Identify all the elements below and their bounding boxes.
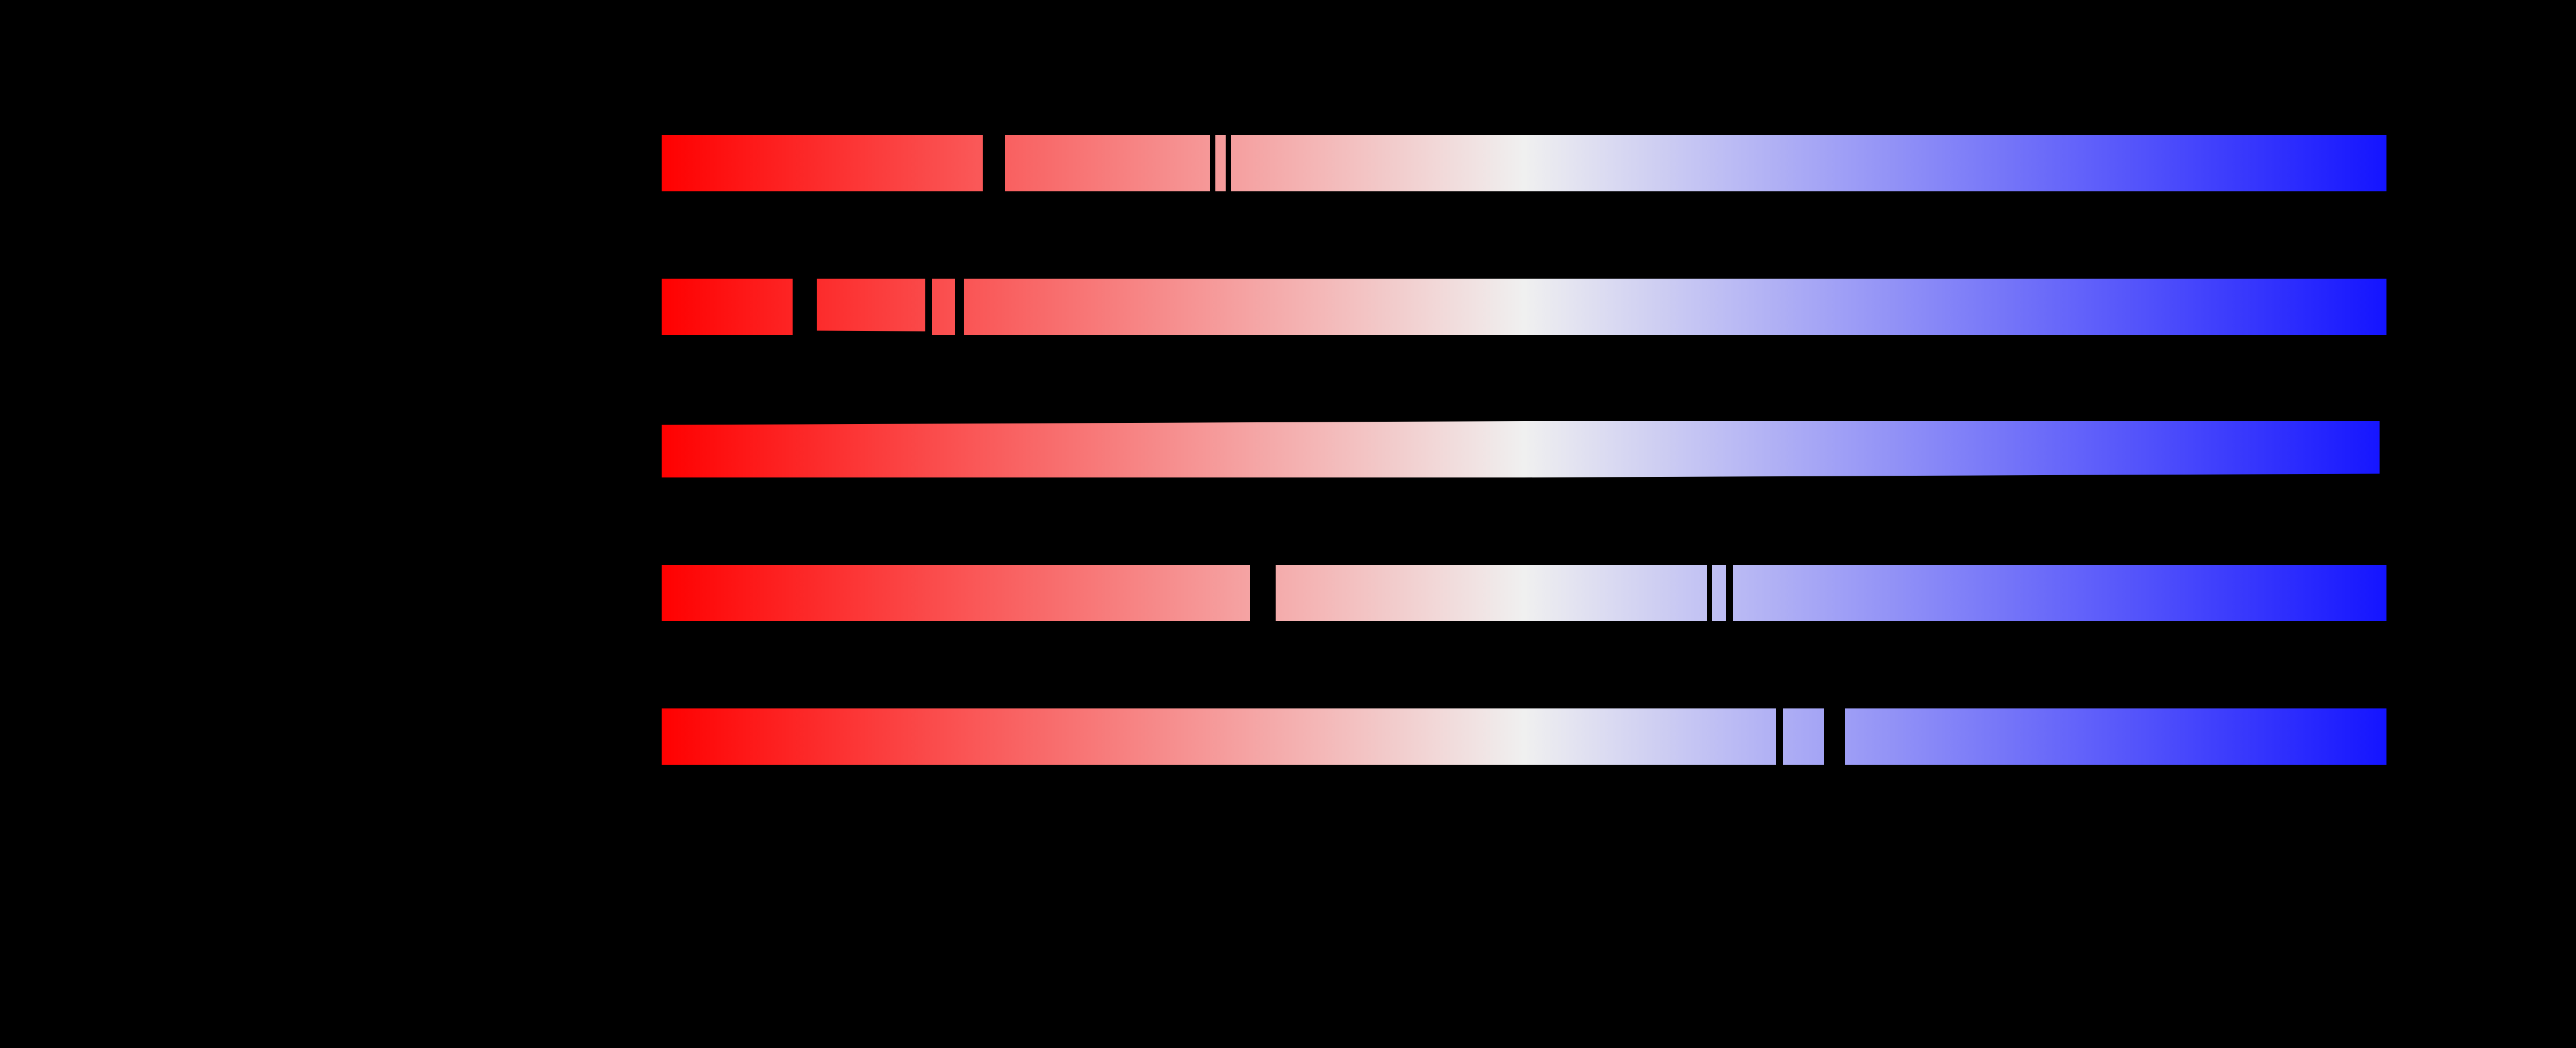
colorbar-gradient-fill (1005, 135, 1210, 191)
colorbar-gradient-fill (1276, 565, 1707, 621)
colorbar-gradient-fill (1712, 565, 1726, 621)
colorbar-gradient-fill (662, 135, 983, 191)
colorbar-gradient-fill (1732, 565, 2386, 621)
colorbar-row (662, 565, 2386, 621)
colorbar-gradient-fill (932, 279, 955, 335)
colorbar-segment (1230, 135, 2386, 191)
colorbar-gradient-fill (662, 708, 1776, 765)
colorbar-row (662, 421, 2386, 477)
colorbar-gradient-fill (662, 421, 2380, 477)
colorbar-gradient-fill (662, 565, 1250, 621)
colorbar-gradient-fill (662, 279, 793, 335)
colorbar-segment (1712, 565, 1726, 621)
colorbar-segment (662, 135, 983, 191)
colorbar-segment (662, 708, 1776, 765)
colorbar-segment (662, 565, 1250, 621)
colorbar-row (662, 279, 2386, 335)
colorbar-segment (1005, 135, 1210, 191)
colorbar-gradient-fill (817, 279, 926, 335)
colorbar-segment (1732, 565, 2386, 621)
colorbar-gradient-fill (1845, 708, 2386, 765)
colorbar-segment (932, 279, 955, 335)
colorbar-gradient-fill (1230, 135, 2386, 191)
colorbar-segment (817, 279, 926, 335)
colorbar-segment (662, 279, 793, 335)
colorbar-row (662, 135, 2386, 191)
colorbar-gradient-fill (1215, 135, 1226, 191)
colorbar-segment (1782, 708, 1824, 765)
colorbar-gradient-fill (1782, 708, 1824, 765)
colorbar-segment (1215, 135, 1226, 191)
colorbar-segment (1276, 565, 1707, 621)
colorbar-segment (662, 421, 2380, 477)
colorbar-gradient-fill (963, 279, 2386, 335)
colorbar-row (662, 708, 2386, 765)
colorbar-segment (963, 279, 2386, 335)
colorbar-segment (1845, 708, 2386, 765)
